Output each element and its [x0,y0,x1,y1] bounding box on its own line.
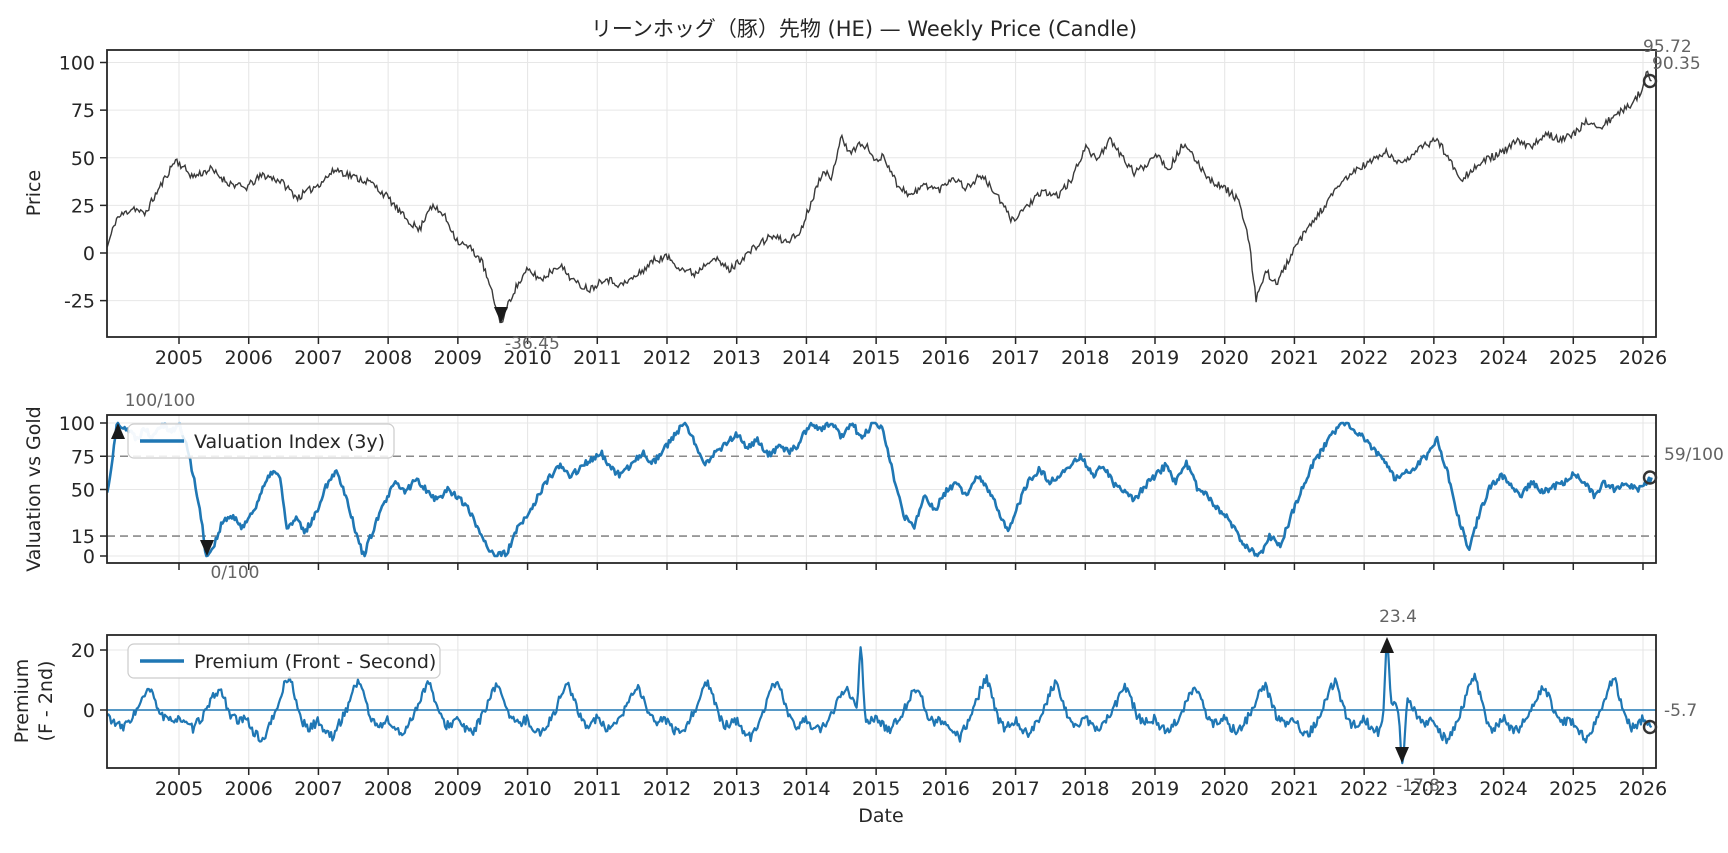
valuation-min-arrow-icon [200,540,214,556]
x-tick-label: 2005 [155,347,203,369]
valuation-panel-frame [106,414,1657,564]
valuation-last-marker-icon [1642,470,1658,485]
x-tick-label: 2016 [922,347,970,369]
x-tick-label: 2006 [225,347,273,369]
y-tick-label: 50 [71,480,95,502]
x-tick-label: 2015 [852,778,900,800]
x-axis-label: Date [858,805,903,827]
price-last-marker-icon [1642,73,1658,89]
x-tick-label: 2013 [713,347,761,369]
x-tick-label: 2021 [1270,347,1318,369]
premium-max-arrow-icon [1380,637,1394,653]
x-tick-label: 2024 [1479,347,1527,369]
x-tick-label: 2006 [225,778,273,800]
x-tick-label: 2025 [1549,347,1597,369]
y-tick-label: 25 [71,195,95,217]
y-tick-label: 15 [71,526,95,548]
y-tick-label: 100 [59,53,95,75]
price-series-line [107,70,1652,324]
price-last-annotation: 90.35 [1652,54,1701,74]
valuation-min-annotation: 0/100 [211,563,260,583]
premium-legend-label: Premium (Front - Second) [194,651,436,673]
x-tick-label: 2026 [1619,347,1667,369]
y-tick-label: 0 [83,700,95,722]
x-tick-label: 2011 [573,778,621,800]
valuation-series-line [107,421,1653,558]
price-min-arrow-icon [494,307,508,323]
x-tick-label: 2007 [294,347,342,369]
valuation-legend-label: Valuation Index (3y) [194,431,385,453]
x-tick-label: 2011 [573,347,621,369]
valuation-last-annotation: 59/100 [1664,445,1724,465]
x-tick-label: 2008 [364,778,412,800]
premium-last-annotation: -5.7 [1664,701,1697,721]
premium-ylabel-line1: Premium [11,659,33,744]
x-tick-label: 2022 [1340,778,1388,800]
premium-panel-frame [106,634,1657,769]
price-high-annotation: 95.72 [1643,37,1692,57]
premium-panel: 0 20 2005 2006 2007 2008 2009 2010 2011 2012 2013 2… [71,635,1667,800]
price-panel-frame [106,49,1657,338]
valuation-max-annotation: 100/100 [125,391,196,411]
price-ylabel: Price [23,170,45,216]
x-tick-label: 2014 [782,347,830,369]
valuation-panel: 015 50 75 100 [59,413,1656,570]
premium-series-line [107,640,1653,765]
x-tick-label: 2023 [1410,778,1458,800]
valuation-legend: Valuation Index (3y) [127,423,395,459]
y-tick-label: 100 [59,413,95,435]
premium-max-annotation: 23.4 [1379,607,1417,627]
price-min-annotation: -36.45 [505,334,560,354]
x-tick-label: 2012 [643,778,691,800]
chart-title: リーンホッグ（豚）先物 (HE) — Weekly Price (Candle) [591,17,1137,41]
x-tick-label: 2017 [991,347,1039,369]
x-tick-label: 2017 [991,778,1039,800]
x-tick-label: 2022 [1340,347,1388,369]
x-tick-label: 2007 [294,778,342,800]
x-tick-label: 2019 [1131,778,1179,800]
x-tick-label: 2025 [1549,778,1597,800]
y-tick-label: 75 [71,446,95,468]
x-tick-label: 2018 [1061,778,1109,800]
x-tick-label: 2014 [782,778,830,800]
x-tick-label: 2020 [1201,778,1249,800]
y-tick-label: 20 [71,640,95,662]
valuation-ylabel: Valuation vs Gold [23,406,45,571]
y-tick-label: -25 [64,291,95,313]
y-tick-label: 75 [71,100,95,122]
x-tick-label: 2005 [155,778,203,800]
x-tick-label: 2023 [1410,347,1458,369]
x-tick-label: 2009 [434,347,482,369]
premium-min-arrow-icon [1395,747,1409,763]
x-tick-label: 2012 [643,347,691,369]
valuation-max-arrow-icon [111,423,125,439]
premium-last-marker-icon [1642,719,1658,735]
premium-ylabel-line2: (F - 2nd) [35,661,57,742]
x-tick-label: 2015 [852,347,900,369]
x-tick-label: 2020 [1201,347,1249,369]
x-tick-label: 2008 [364,347,412,369]
y-tick-label: 0 [83,546,95,568]
x-tick-label: 2016 [922,778,970,800]
x-tick-label: 2024 [1479,778,1527,800]
x-tick-label: 2019 [1131,347,1179,369]
x-tick-label: 2026 [1619,778,1667,800]
x-tick-label: 2013 [713,778,761,800]
x-tick-label: 2009 [434,778,482,800]
x-tick-label: 2010 [503,778,551,800]
price-panel: 100 75 50 25 0 -25 2005 2006 2007 2008 2009 2010 201… [59,50,1667,369]
y-tick-label: 50 [71,148,95,170]
x-tick-label: 2018 [1061,347,1109,369]
x-tick-label: 2010 [503,347,551,369]
premium-legend: Premium (Front - Second) [127,643,441,679]
x-tick-label: 2021 [1270,778,1318,800]
y-tick-label: 0 [83,243,95,265]
premium-min-annotation: -17.8 [1396,776,1440,796]
